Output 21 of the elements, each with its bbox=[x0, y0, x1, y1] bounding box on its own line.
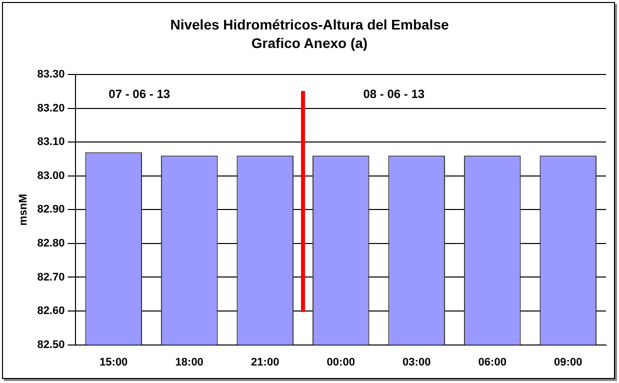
y-tick-label: 82.70 bbox=[37, 271, 65, 284]
y-tick-label: 83.10 bbox=[37, 136, 65, 148]
x-tick-label: 06:00 bbox=[478, 356, 506, 368]
y-tick-label: 82.50 bbox=[37, 338, 65, 351]
y-tick-label: 82.90 bbox=[37, 204, 65, 216]
x-tick-label: 00:00 bbox=[326, 356, 355, 368]
chart-subtitle: Grafico Anexo (a) bbox=[251, 35, 368, 52]
chart-title: Niveles Hidrométricos-Altura del Embalse bbox=[170, 16, 449, 32]
x-tick-label: 18:00 bbox=[175, 356, 204, 368]
x-tick-label: 15:00 bbox=[100, 356, 128, 368]
y-tick-label: 82.60 bbox=[37, 305, 65, 318]
y-tick-label: 83.00 bbox=[37, 170, 65, 182]
y-axis-title: msnM bbox=[18, 194, 30, 226]
x-tick-label: 09:00 bbox=[554, 356, 582, 368]
annotation: 07 - 06 - 13 bbox=[108, 86, 170, 101]
x-tick-label: 21:00 bbox=[251, 356, 280, 368]
x-tick-label: 03:00 bbox=[402, 356, 431, 368]
y-tick-label: 83.20 bbox=[37, 102, 65, 114]
y-tick-label: 82.80 bbox=[37, 238, 65, 250]
annotation: 08 - 06 - 13 bbox=[363, 86, 425, 101]
y-tick-label: 83.30 bbox=[37, 68, 65, 81]
